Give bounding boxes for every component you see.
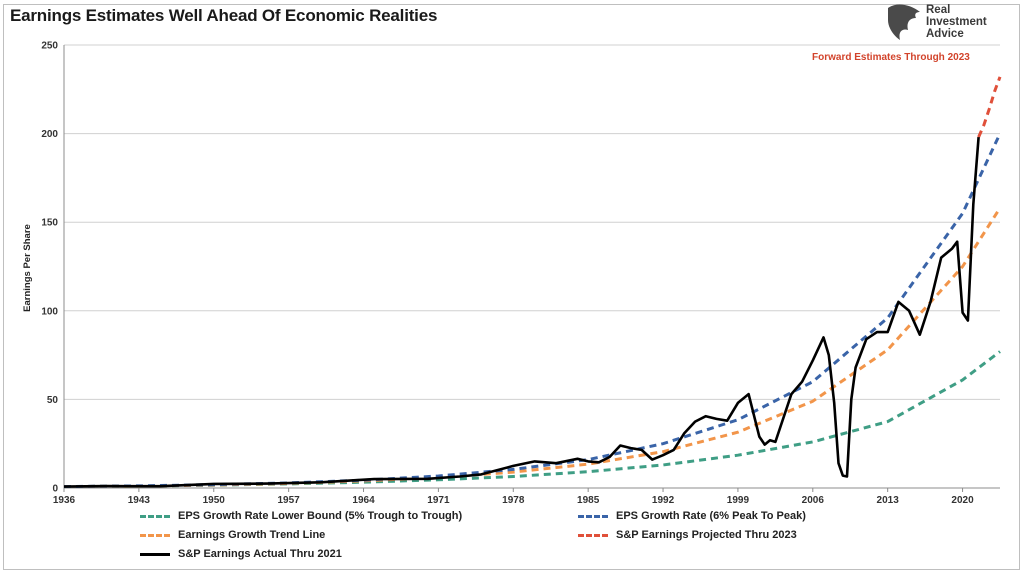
y-tick-label: 100 [41, 306, 58, 317]
y-tick-label: 250 [41, 41, 58, 52]
x-tick-label: 1985 [577, 495, 600, 506]
legend-label: Earnings Growth Trend Line [178, 529, 326, 541]
x-tick-label: 1999 [727, 495, 750, 506]
x-tick-label: 2013 [877, 495, 900, 506]
legend-swatch-peak [578, 514, 608, 518]
y-tick-label: 150 [41, 218, 58, 229]
x-tick-label: 1978 [502, 495, 525, 506]
legend-swatch-projected [578, 533, 608, 537]
brand-line-2: Investment [926, 16, 987, 28]
y-tick-label: 0 [52, 484, 58, 495]
brand-line-1: Real [926, 4, 951, 16]
legend-label: EPS Growth Rate Lower Bound (5% Trough t… [178, 510, 463, 522]
legend-label: S&P Earnings Projected Thru 2023 [616, 529, 797, 541]
x-tick-label: 1950 [203, 495, 226, 506]
legend-swatch-lower-bound [140, 514, 170, 518]
brand-name: Real Investment Advice [926, 4, 987, 40]
legend-label: S&P Earnings Actual Thru 2021 [178, 548, 342, 560]
legend-label: EPS Growth Rate (6% Peak To Peak) [616, 510, 806, 522]
series-line-projected [977, 76, 1002, 138]
y-tick-label: 50 [47, 395, 59, 406]
brand-line-3: Advice [926, 28, 964, 40]
legend-swatch-actual [140, 552, 170, 556]
x-tick-label: 1971 [427, 495, 450, 506]
legend-item-trend: Earnings Growth Trend Line [140, 529, 325, 541]
x-tick-label: 1943 [128, 495, 151, 506]
x-tick-label: 1964 [352, 495, 375, 506]
series-line-peak [63, 132, 1002, 489]
forecast-annotation: Forward Estimates Through 2023 [812, 52, 970, 63]
legend-item-actual: S&P Earnings Actual Thru 2021 [140, 548, 342, 560]
chart-frame [3, 4, 1020, 570]
x-tick-label: 1936 [53, 495, 76, 506]
x-tick-label: 2006 [802, 495, 825, 506]
legend-swatch-trend [140, 533, 170, 537]
axes: 0 50 100 150 200 250 1936 1943 1950 1957 1964 1971 1… [41, 41, 1000, 506]
eagle-icon [888, 4, 920, 40]
legend-item-projected: S&P Earnings Projected Thru 2023 [578, 529, 797, 541]
y-axis-title: Earnings Per Share [22, 224, 33, 312]
x-tick-label: 2020 [951, 495, 974, 506]
legend: EPS Growth Rate Lower Bound (5% Trough t… [140, 510, 1010, 570]
x-tick-label: 1992 [652, 495, 675, 506]
legend-item-peak: EPS Growth Rate (6% Peak To Peak) [578, 510, 806, 522]
x-tick-label: 1957 [278, 495, 301, 506]
series-line-actual [63, 136, 980, 488]
series-line-trend [63, 207, 1002, 489]
y-tick-label: 200 [41, 129, 58, 140]
chart-title: Earnings Estimates Well Ahead Of Economi… [10, 6, 438, 25]
brand-logo [888, 4, 920, 40]
legend-item-lower-bound: EPS Growth Rate Lower Bound (5% Trough t… [140, 510, 462, 522]
series-lines [63, 76, 1002, 489]
gridlines [64, 44, 1000, 400]
